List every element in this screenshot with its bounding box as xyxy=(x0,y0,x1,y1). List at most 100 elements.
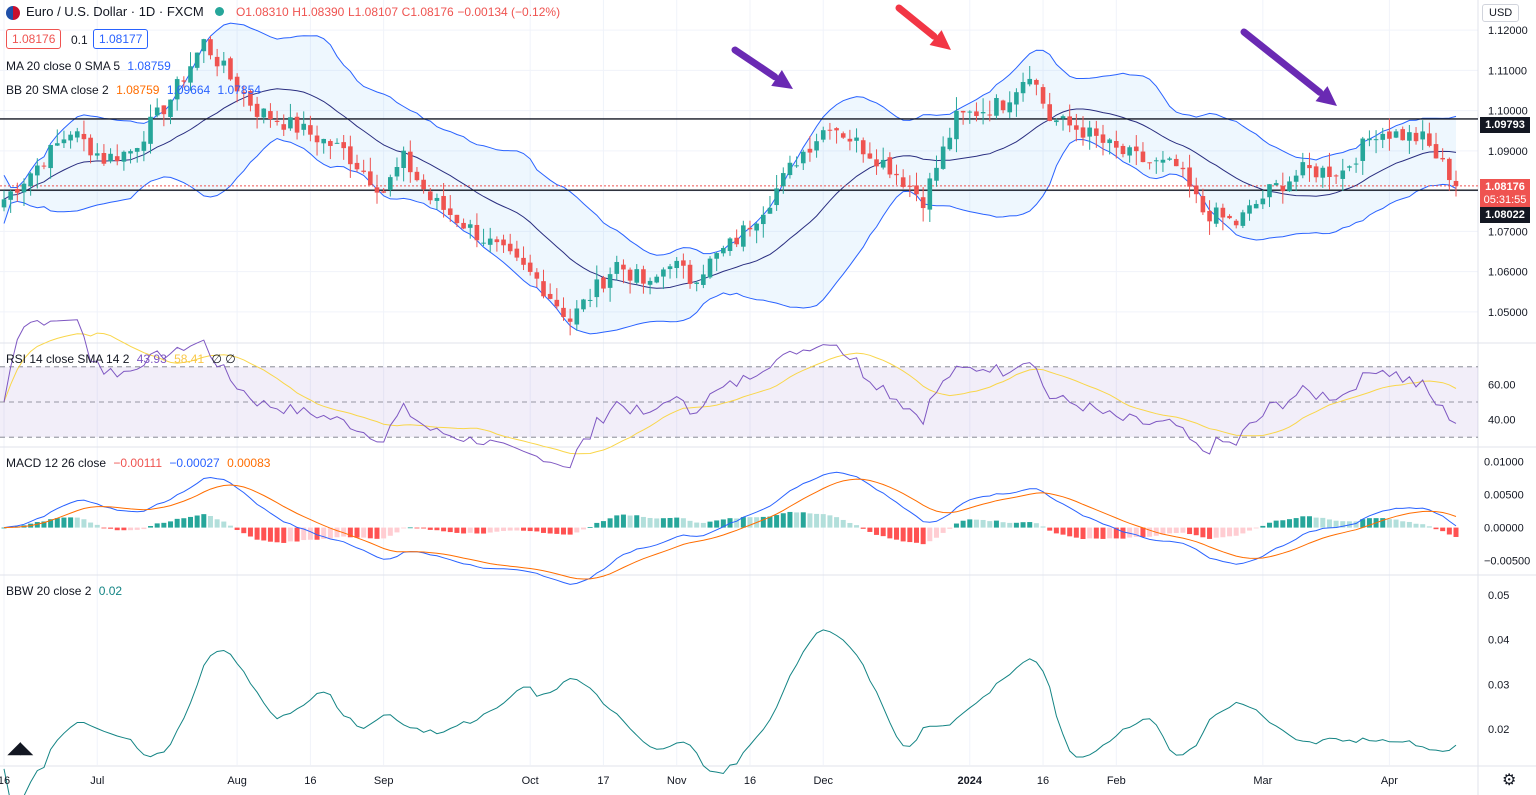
macd-histogram-bar xyxy=(840,519,846,528)
candle-body xyxy=(374,187,380,193)
arrow-head xyxy=(929,30,951,50)
candle-body xyxy=(1060,116,1066,119)
candle-body xyxy=(967,111,973,113)
candle-body xyxy=(607,274,613,288)
macd-histogram-bar xyxy=(1167,527,1173,534)
candle-body xyxy=(221,60,227,66)
candle-body xyxy=(567,318,573,322)
macd-legend[interactable]: MACD 12 26 close −0.00111 −0.00027 0.000… xyxy=(6,456,270,470)
macd-histogram-bar xyxy=(367,527,373,539)
macd-histogram-bar xyxy=(207,516,213,528)
ohlc-change: −0.00134 (−0.12%) xyxy=(457,5,561,19)
bb-value-basis: 1.08759 xyxy=(116,83,160,97)
time-tick-label: Nov xyxy=(667,775,687,787)
macd-histogram-bar xyxy=(1013,522,1019,528)
candle-body xyxy=(28,173,33,187)
macd-histogram-bar xyxy=(394,527,400,533)
macd-histogram-bar xyxy=(993,520,999,528)
macd-histogram-bar xyxy=(867,527,873,532)
rsi-label: RSI 14 close SMA 14 2 xyxy=(6,352,130,366)
settings-gear-icon[interactable]: ⚙ xyxy=(1502,772,1517,789)
candle-body xyxy=(834,128,839,131)
sell-price-box[interactable]: 1.08176 xyxy=(6,29,62,49)
macd-histogram-bar xyxy=(34,522,40,528)
rsi-tick-label: 60.00 xyxy=(1488,379,1516,391)
signal-value: 0.00083 xyxy=(227,456,271,470)
rsi-tick-label: 40.00 xyxy=(1488,415,1516,427)
candle-body xyxy=(1393,131,1399,138)
ohlc-high: H1.08390 xyxy=(292,5,345,19)
candle-body xyxy=(1114,141,1119,148)
macd-histogram-bar xyxy=(421,527,427,529)
macd-histogram-bar xyxy=(1300,516,1306,528)
candle-body xyxy=(547,293,553,299)
candle-body xyxy=(1240,212,1246,226)
macd-histogram-bar xyxy=(894,527,900,540)
macd-histogram-bar xyxy=(247,527,253,537)
arrow-head xyxy=(771,70,793,89)
macd-histogram-bar xyxy=(381,527,387,539)
buy-price-box[interactable]: 1.08177 xyxy=(93,29,149,49)
macd-histogram-bar xyxy=(800,512,806,528)
candle-body xyxy=(960,110,966,113)
ohlc-open: O1.08310 xyxy=(235,5,289,19)
arrow-shaft xyxy=(895,4,938,40)
macd-histogram-bar xyxy=(780,513,786,528)
candle-body xyxy=(1080,127,1086,138)
macd-histogram-bar xyxy=(1193,527,1199,536)
time-tick-label: 17 xyxy=(597,775,609,787)
macd-histogram-bar xyxy=(927,527,933,542)
candle-body xyxy=(421,179,426,190)
candle-body xyxy=(1287,181,1292,192)
candle-body xyxy=(94,153,100,156)
candle-body xyxy=(1107,139,1112,144)
macd-histogram-bar xyxy=(707,521,713,528)
time-tick-label: 16 xyxy=(0,775,10,787)
candle-body xyxy=(561,307,566,317)
candle-body xyxy=(321,138,327,144)
macd-histogram-bar xyxy=(94,524,100,528)
macd-histogram xyxy=(1,511,1459,545)
macd-histogram-bar xyxy=(1386,519,1392,528)
candle-body xyxy=(934,167,939,181)
candle-body xyxy=(427,191,433,201)
candle-body xyxy=(654,276,660,283)
rsi-ma-value: 58.41 xyxy=(174,352,205,366)
time-tick-label: Jul xyxy=(90,775,104,787)
macd-histogram-bar xyxy=(634,515,640,528)
candle-body xyxy=(1407,132,1412,141)
candle-body xyxy=(1160,159,1166,163)
currency-selector[interactable]: USD xyxy=(1482,4,1520,22)
ma-legend[interactable]: MA 20 close 0 SMA 5 1.08759 xyxy=(6,59,171,73)
candle-body xyxy=(354,162,360,170)
candle-body xyxy=(914,185,919,195)
macd-histogram-bar xyxy=(980,519,986,528)
candle-body xyxy=(134,148,140,152)
candle-body xyxy=(667,266,673,270)
macd-histogram-bar xyxy=(1067,527,1073,537)
symbol-name[interactable]: Euro / U.S. Dollar · 1D · FXCM xyxy=(26,4,204,19)
macd-histogram-bar xyxy=(1273,520,1279,528)
macd-histogram-bar xyxy=(541,527,547,533)
macd-histogram-bar xyxy=(307,527,313,540)
bb-legend[interactable]: BB 20 SMA close 2 1.08759 1.09664 1.0785… xyxy=(6,83,261,97)
macd-histogram-bar xyxy=(187,516,193,528)
macd-histogram-bar xyxy=(687,520,693,528)
bbw-legend[interactable]: BBW 20 close 2 0.02 xyxy=(6,584,122,598)
candle-body xyxy=(74,131,80,138)
candle-body xyxy=(414,171,420,181)
candle-body xyxy=(168,99,173,118)
macd-histogram-bar xyxy=(1213,527,1219,538)
macd-hist-value: −0.00111 xyxy=(113,456,162,470)
time-tick-label: 16 xyxy=(1037,775,1049,787)
macd-histogram-bar xyxy=(1306,516,1312,528)
candle-body xyxy=(1447,158,1452,181)
macd-histogram-bar xyxy=(880,527,886,537)
macd-histogram-bar xyxy=(654,518,660,528)
red-arrow xyxy=(895,4,951,50)
rsi-legend[interactable]: RSI 14 close SMA 14 2 43.93 58.41 ∅ ∅ xyxy=(6,352,236,366)
candle-body xyxy=(241,92,247,94)
candle-body xyxy=(1320,167,1326,178)
candle-body xyxy=(1127,147,1132,156)
